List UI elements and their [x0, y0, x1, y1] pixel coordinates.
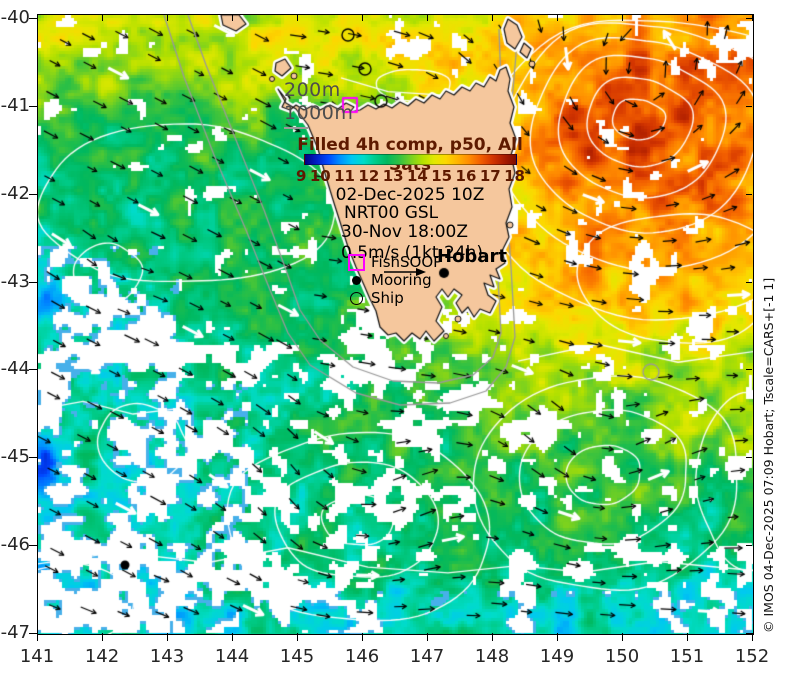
x-axis-tick [37, 633, 38, 641]
y-axis-tick [29, 369, 37, 371]
y-axis-tick-label: -45 [0, 446, 30, 468]
x-axis-tick [362, 633, 363, 641]
y-axis-tick [746, 632, 752, 634]
x-axis-tick [687, 633, 688, 641]
x-axis-tick-label: 142 [84, 646, 120, 667]
x-axis-tick [232, 633, 233, 641]
x-axis-tick [37, 15, 38, 21]
y-axis-tick [29, 281, 37, 283]
y-axis-tick [746, 105, 752, 107]
x-axis-tick [102, 633, 103, 641]
x-axis-tick [427, 633, 428, 641]
x-axis-tick [102, 15, 103, 21]
y-axis-tick [29, 632, 37, 634]
y-axis-tick-label: -46 [0, 534, 30, 556]
y-axis-tick-label: -44 [0, 358, 30, 380]
y-axis-tick [29, 545, 37, 547]
x-axis-tick [752, 633, 753, 641]
x-axis-tick [622, 15, 623, 21]
x-axis-tick-label: 145 [279, 646, 315, 667]
y-axis-tick [29, 193, 37, 195]
x-axis-tick-label: 143 [149, 646, 185, 667]
x-axis-tick [362, 15, 363, 21]
x-axis-tick-label: 150 [604, 646, 640, 667]
y-axis-tick-label: -47 [0, 621, 30, 643]
x-axis-tick [557, 15, 558, 21]
y-axis-tick [746, 193, 752, 195]
y-axis-tick [746, 369, 752, 371]
x-axis-tick-label: 149 [539, 646, 575, 667]
map-plot-area: 200m 1000m Filled 4h comp, p50, All Sats… [37, 14, 754, 635]
x-axis-tick [427, 15, 428, 21]
y-axis-tick [29, 457, 37, 459]
x-axis-tick [752, 15, 753, 21]
y-axis-tick [746, 457, 752, 459]
x-axis-tick [557, 633, 558, 641]
x-axis-tick-label: 144 [214, 646, 250, 667]
x-axis-tick [167, 633, 168, 641]
x-axis-tick [297, 15, 298, 21]
x-axis-tick [297, 633, 298, 641]
x-axis-tick-label: 147 [409, 646, 445, 667]
x-axis-tick [687, 15, 688, 21]
y-axis-tick [29, 105, 37, 107]
y-axis-tick-label: -43 [0, 270, 30, 292]
x-axis-tick-label: 141 [19, 646, 55, 667]
x-axis-tick [492, 15, 493, 21]
y-axis-tick [29, 18, 37, 19]
y-axis-tick [746, 545, 752, 547]
x-axis-tick [167, 15, 168, 21]
y-axis-tick-label: -40 [0, 7, 30, 28]
y-axis-tick [746, 18, 752, 19]
x-axis-tick-label: 146 [344, 646, 380, 667]
x-axis-tick [492, 633, 493, 641]
y-axis-tick-label: -42 [0, 182, 30, 204]
x-axis-tick-label: 148 [474, 646, 510, 667]
x-axis-tick [232, 15, 233, 21]
sst-raster-map [38, 15, 753, 634]
x-axis-tick-label: 152 [734, 646, 770, 667]
credit-text: © IMOS 04-Dec-2025 07:09 Hobart; Tscale=… [761, 277, 776, 633]
y-axis-tick-label: -41 [0, 94, 30, 116]
x-axis-tick-label: 151 [669, 646, 705, 667]
x-axis-tick [622, 633, 623, 641]
y-axis-tick [746, 281, 752, 283]
